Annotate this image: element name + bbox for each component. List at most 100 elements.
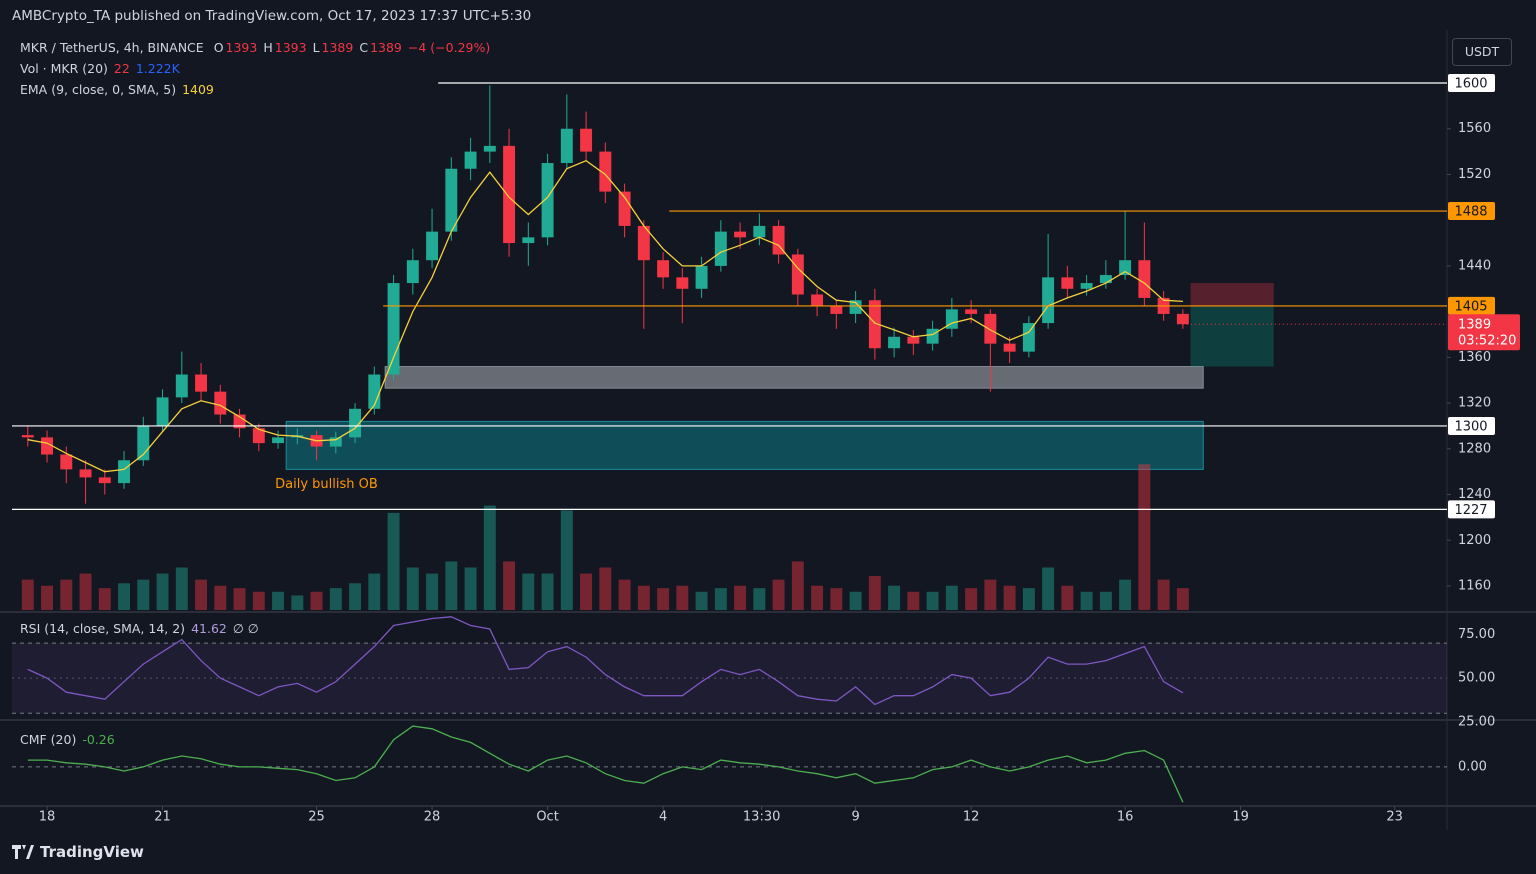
rsi-legend: RSI (14, close, SMA, 14, 2) 41.62 ∅ ∅ bbox=[20, 621, 259, 636]
volume-bar bbox=[1061, 585, 1074, 610]
volume-bar bbox=[907, 591, 920, 610]
volume-bar bbox=[734, 585, 747, 610]
candle-body bbox=[1099, 275, 1112, 284]
candle-body bbox=[1022, 323, 1035, 352]
position-stop bbox=[1190, 283, 1274, 306]
volume-bar bbox=[252, 591, 265, 610]
candle-body bbox=[849, 300, 862, 314]
ohlc-value: 1389 bbox=[370, 40, 402, 55]
rsi-tick-label: 25.00 bbox=[1458, 715, 1495, 730]
brand-logo bbox=[12, 845, 34, 859]
candle-body bbox=[464, 151, 477, 169]
level-label-box bbox=[1448, 416, 1495, 435]
volume-bar bbox=[965, 588, 978, 610]
last-price: 1389 bbox=[1458, 318, 1491, 333]
candle-body bbox=[945, 309, 958, 329]
candle-body bbox=[349, 408, 362, 438]
y-tick-label: 1240 bbox=[1458, 487, 1491, 502]
cmf-pane bbox=[12, 725, 1447, 803]
ohlc-key: L bbox=[312, 40, 320, 55]
ema-line bbox=[27, 159, 1183, 473]
candle-body bbox=[406, 260, 419, 284]
volume-bar bbox=[21, 579, 34, 610]
volume-bar bbox=[79, 573, 92, 610]
ohlc-legend: O 1393 H 1393 L 1389 C 1389 bbox=[210, 40, 402, 55]
rsi-line bbox=[27, 616, 1184, 706]
ohlc-value: 1393 bbox=[225, 40, 258, 55]
candle-body bbox=[483, 145, 496, 152]
volume-bar bbox=[137, 579, 150, 610]
price-pane bbox=[21, 85, 1274, 610]
cmf-last: -0.26 bbox=[82, 732, 115, 747]
y-tick-label: 1160 bbox=[1458, 578, 1491, 593]
volume-bar bbox=[695, 591, 708, 610]
volume-bar bbox=[560, 510, 573, 610]
volume-bar bbox=[541, 573, 554, 610]
x-tick-label: 16 bbox=[1117, 810, 1134, 825]
candle-body bbox=[156, 397, 169, 426]
y-tick-label: 1440 bbox=[1458, 258, 1491, 273]
candle-body bbox=[560, 128, 573, 164]
candle-body bbox=[522, 237, 535, 244]
volume-legend: Vol · MKR (20) 22 1.222K bbox=[20, 61, 180, 76]
candle-body bbox=[195, 374, 208, 392]
volume-bar bbox=[522, 573, 535, 610]
x-tick-label: 18 bbox=[39, 810, 56, 825]
x-tick-label: 13:30 bbox=[743, 810, 780, 825]
ohlc-value: 1393 bbox=[274, 40, 307, 55]
symbol: MKR / TetherUS, 4h, BINANCE bbox=[20, 40, 204, 55]
candle-body bbox=[137, 425, 150, 461]
level-label-box bbox=[1448, 202, 1495, 221]
volume-bar bbox=[406, 567, 419, 610]
volume-bar bbox=[1119, 579, 1132, 610]
candle-body bbox=[599, 151, 612, 192]
ema-label: EMA (9, close, 0, SMA, 5) bbox=[20, 82, 177, 97]
volume-bar bbox=[1099, 591, 1112, 610]
candle-body bbox=[41, 437, 54, 455]
volume-bar bbox=[464, 567, 477, 610]
candle-body bbox=[1176, 313, 1189, 325]
level-label-box bbox=[1448, 74, 1495, 93]
volume-bar bbox=[483, 505, 496, 610]
volume-bar bbox=[811, 585, 824, 610]
ohlc-value: 1389 bbox=[321, 40, 354, 55]
ohlc-key: C bbox=[359, 40, 369, 55]
ema-last: 1409 bbox=[182, 82, 214, 97]
candle-body bbox=[657, 260, 670, 278]
candle-body bbox=[445, 168, 458, 232]
candle-body bbox=[868, 300, 881, 349]
countdown: 03:52:20 bbox=[1458, 334, 1516, 349]
volume-bar bbox=[214, 585, 227, 610]
candle-body bbox=[503, 145, 516, 244]
x-tick-label: 9 bbox=[851, 810, 859, 825]
volume-bar bbox=[60, 579, 73, 610]
volume-bar bbox=[291, 595, 304, 610]
volume-bar bbox=[1138, 464, 1151, 610]
volume-bar bbox=[599, 567, 612, 610]
cmf-line bbox=[27, 725, 1184, 803]
volume-bar bbox=[657, 588, 670, 610]
candle-body bbox=[233, 414, 246, 429]
candle-body bbox=[580, 128, 593, 152]
y-tick-label: 1200 bbox=[1458, 533, 1491, 548]
volume-bar bbox=[1157, 579, 1170, 610]
currency-button[interactable]: USDT bbox=[1452, 38, 1512, 66]
position-target bbox=[1190, 305, 1274, 367]
cmf-label: CMF (20) bbox=[20, 732, 77, 747]
volume-bar bbox=[1022, 588, 1035, 610]
y-tick-label: 1320 bbox=[1458, 396, 1491, 411]
volume-bar bbox=[1003, 585, 1016, 610]
volume-bar bbox=[329, 588, 342, 610]
candle-body bbox=[98, 477, 111, 484]
candle-body bbox=[214, 391, 227, 415]
volume-bar bbox=[849, 591, 862, 610]
volume-bar bbox=[156, 573, 169, 610]
zone bbox=[384, 366, 1204, 389]
candle-body bbox=[811, 294, 824, 306]
candle-body bbox=[984, 313, 997, 344]
volume-bar bbox=[580, 573, 593, 610]
candle-body bbox=[175, 374, 188, 398]
candle-body bbox=[118, 460, 131, 484]
candle-body bbox=[714, 231, 727, 266]
